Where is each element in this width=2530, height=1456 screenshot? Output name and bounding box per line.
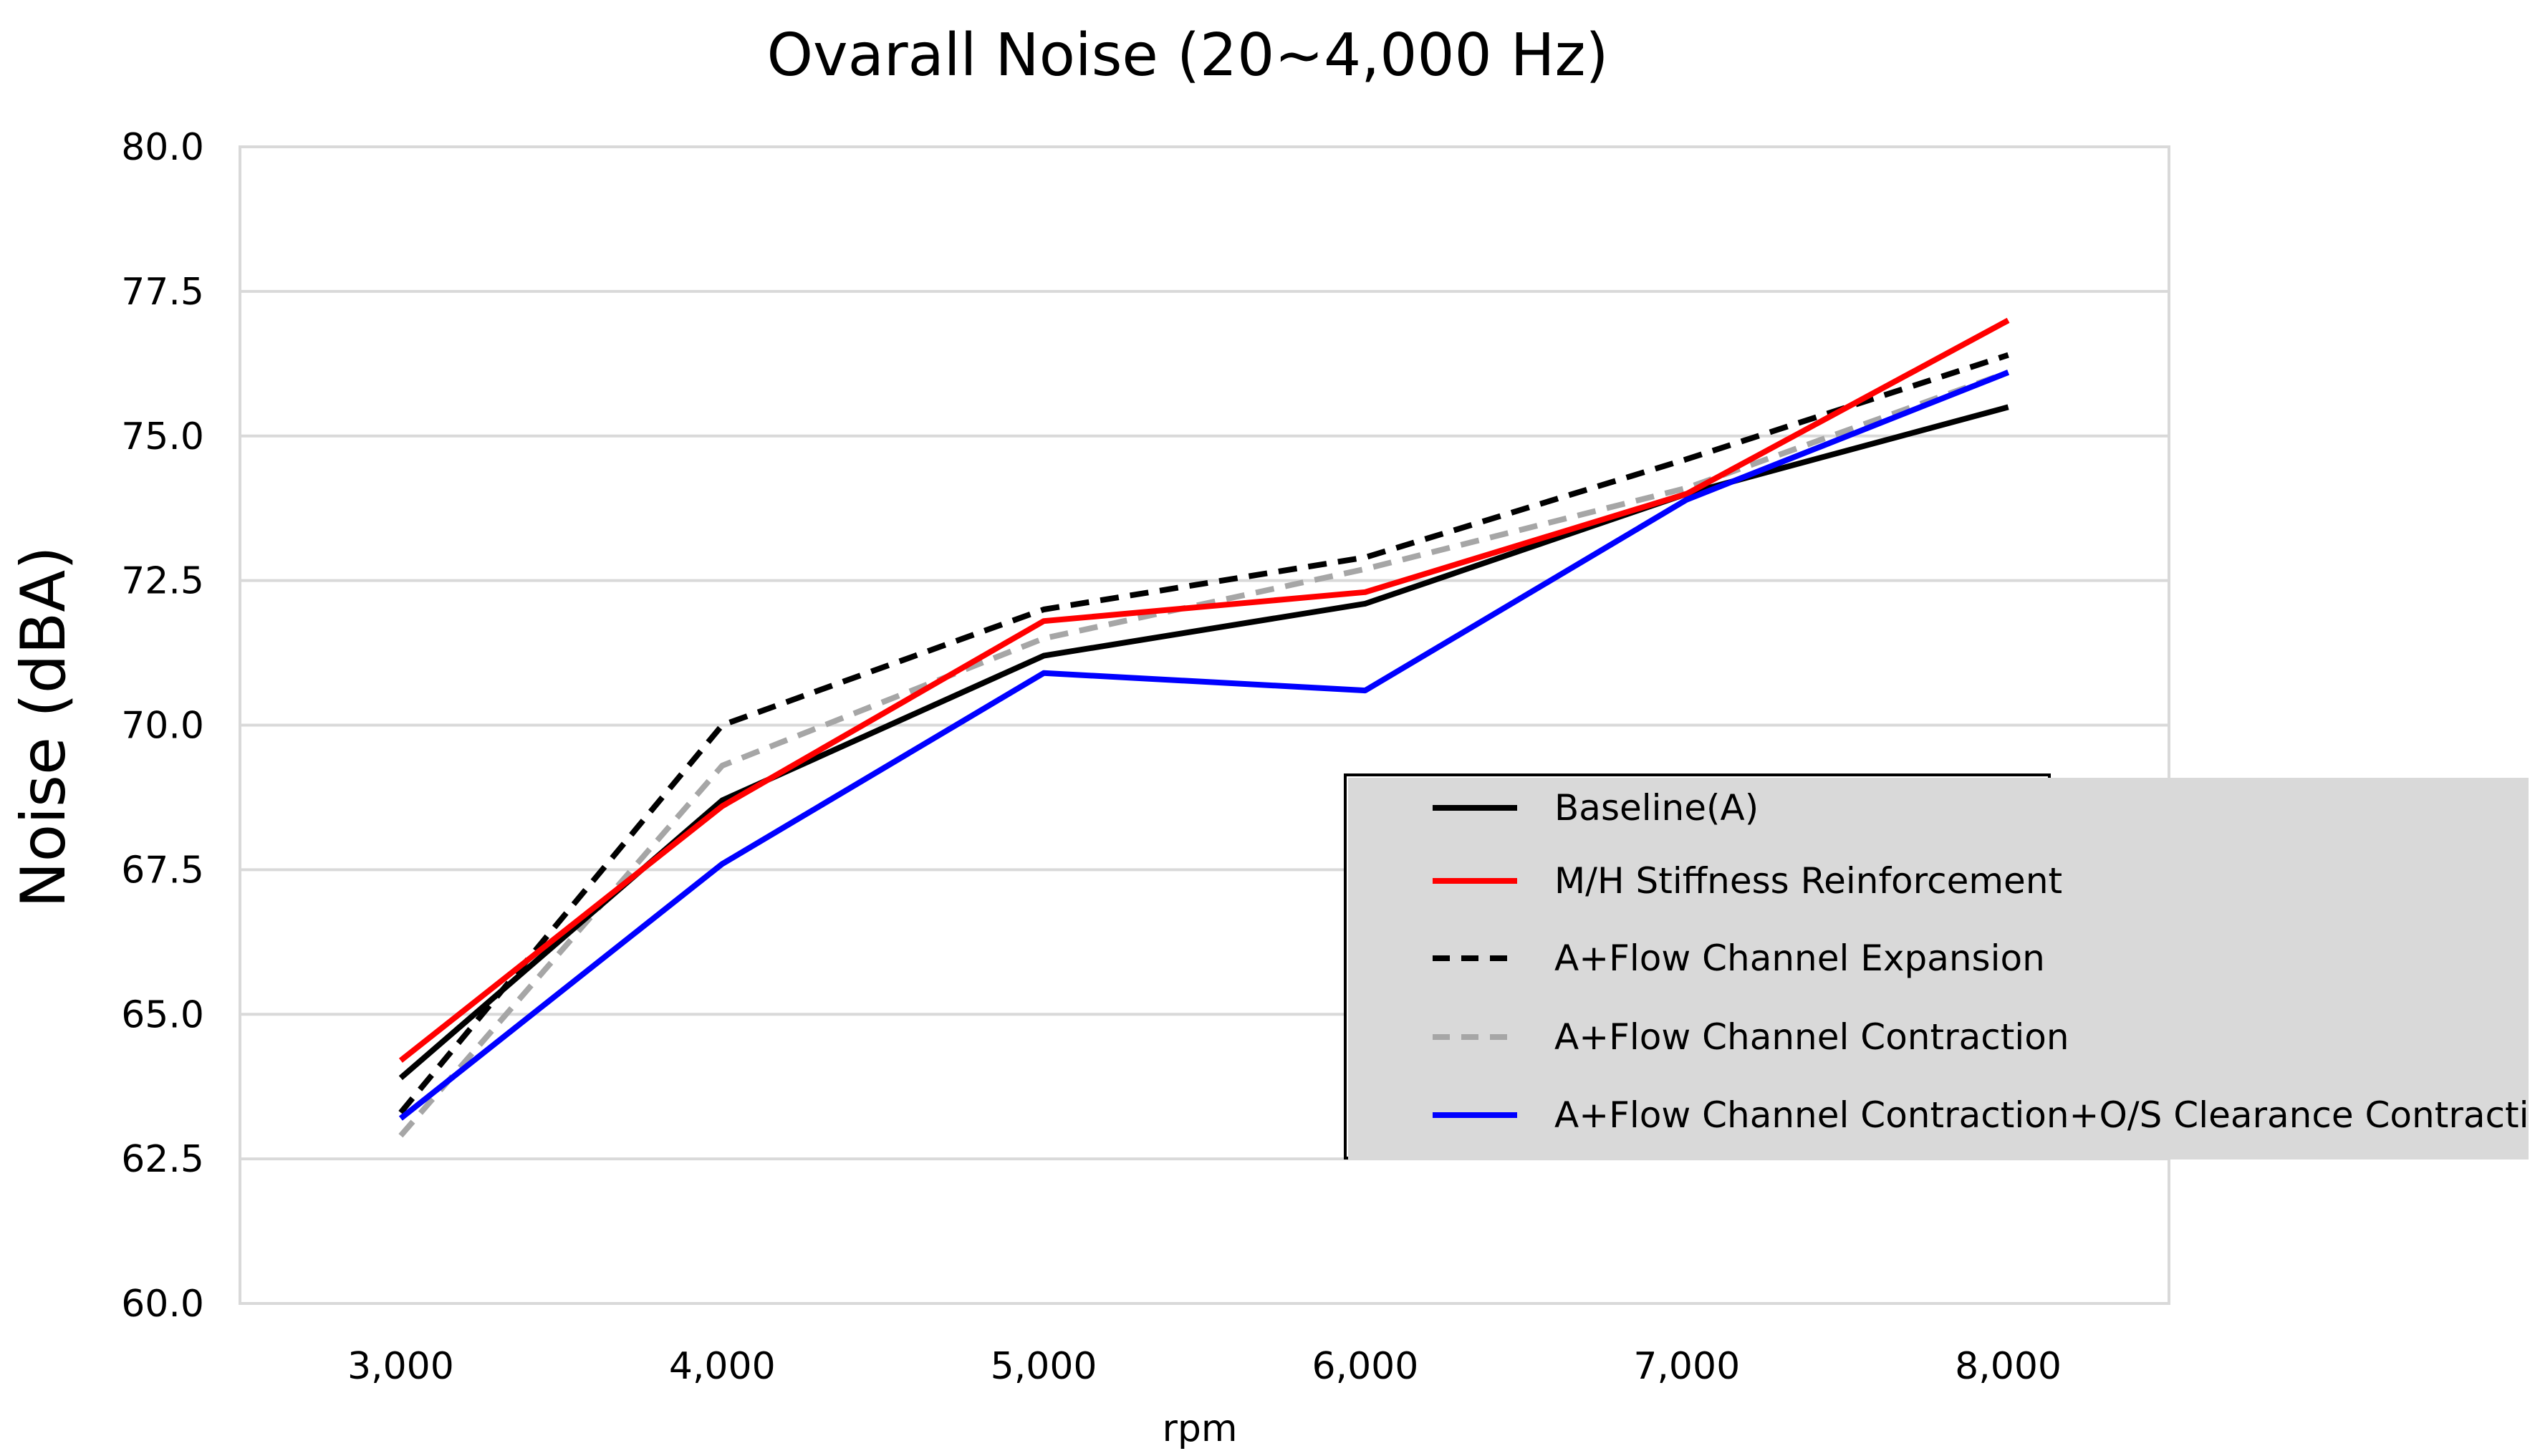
legend-label: A+Flow Channel Contraction+O/S Clearance…	[1554, 1094, 2530, 1136]
y-tick-label: 77.5	[121, 271, 204, 314]
y-tick-label: 60.0	[121, 1283, 204, 1326]
y-tick-label: 65.0	[121, 993, 204, 1036]
series-line-2	[398, 317, 2010, 1063]
legend-items: Baseline(A) M/H Stiffness Reinforcement A+…	[1433, 787, 2530, 1136]
y-tick-label: 67.5	[121, 849, 204, 892]
legend-label: A+Flow Channel Expansion	[1554, 937, 2045, 979]
y-tick-label: 72.5	[121, 560, 204, 603]
y-tick-label: 70.0	[121, 705, 204, 748]
legend-label: M/H Stiffness Reinforcement	[1554, 860, 2062, 902]
x-axis-ticks: 3,000 4,000 5,000 6,000 7,000 8,000	[347, 1345, 2062, 1388]
x-axis-label: rpm	[1162, 1407, 1237, 1450]
chart-title: Ovarall Noise (20~4,000 Hz)	[767, 21, 1609, 90]
x-tick-label: 3,000	[347, 1345, 454, 1388]
legend: Baseline(A) M/H Stiffness Reinforcement A+…	[1344, 773, 2530, 1160]
x-tick-label: 7,000	[1633, 1345, 1740, 1388]
legend-label: A+Flow Channel Contraction	[1554, 1016, 2069, 1058]
x-tick-label: 8,000	[1955, 1345, 2062, 1388]
y-axis-label: Noise (dBA)	[8, 546, 80, 907]
y-tick-label: 62.5	[121, 1138, 204, 1181]
legend-label: Baseline(A)	[1554, 787, 1759, 829]
y-tick-label: 80.0	[121, 126, 204, 169]
x-tick-label: 5,000	[991, 1345, 1097, 1388]
x-tick-label: 4,000	[669, 1345, 776, 1388]
plot-area-border	[239, 145, 2170, 1305]
series-line-4	[398, 370, 2009, 1138]
series-line-3	[398, 352, 2009, 1115]
series-line-5	[398, 370, 2010, 1121]
series-lines	[398, 317, 2010, 1138]
y-axis-ticks: 60.0 62.5 65.0 67.5 70.0 72.5 75.0 77.5 80.0	[121, 126, 204, 1326]
x-tick-label: 6,000	[1312, 1345, 1418, 1388]
legend-background	[1348, 778, 2529, 1160]
y-tick-label: 75.0	[121, 415, 204, 458]
